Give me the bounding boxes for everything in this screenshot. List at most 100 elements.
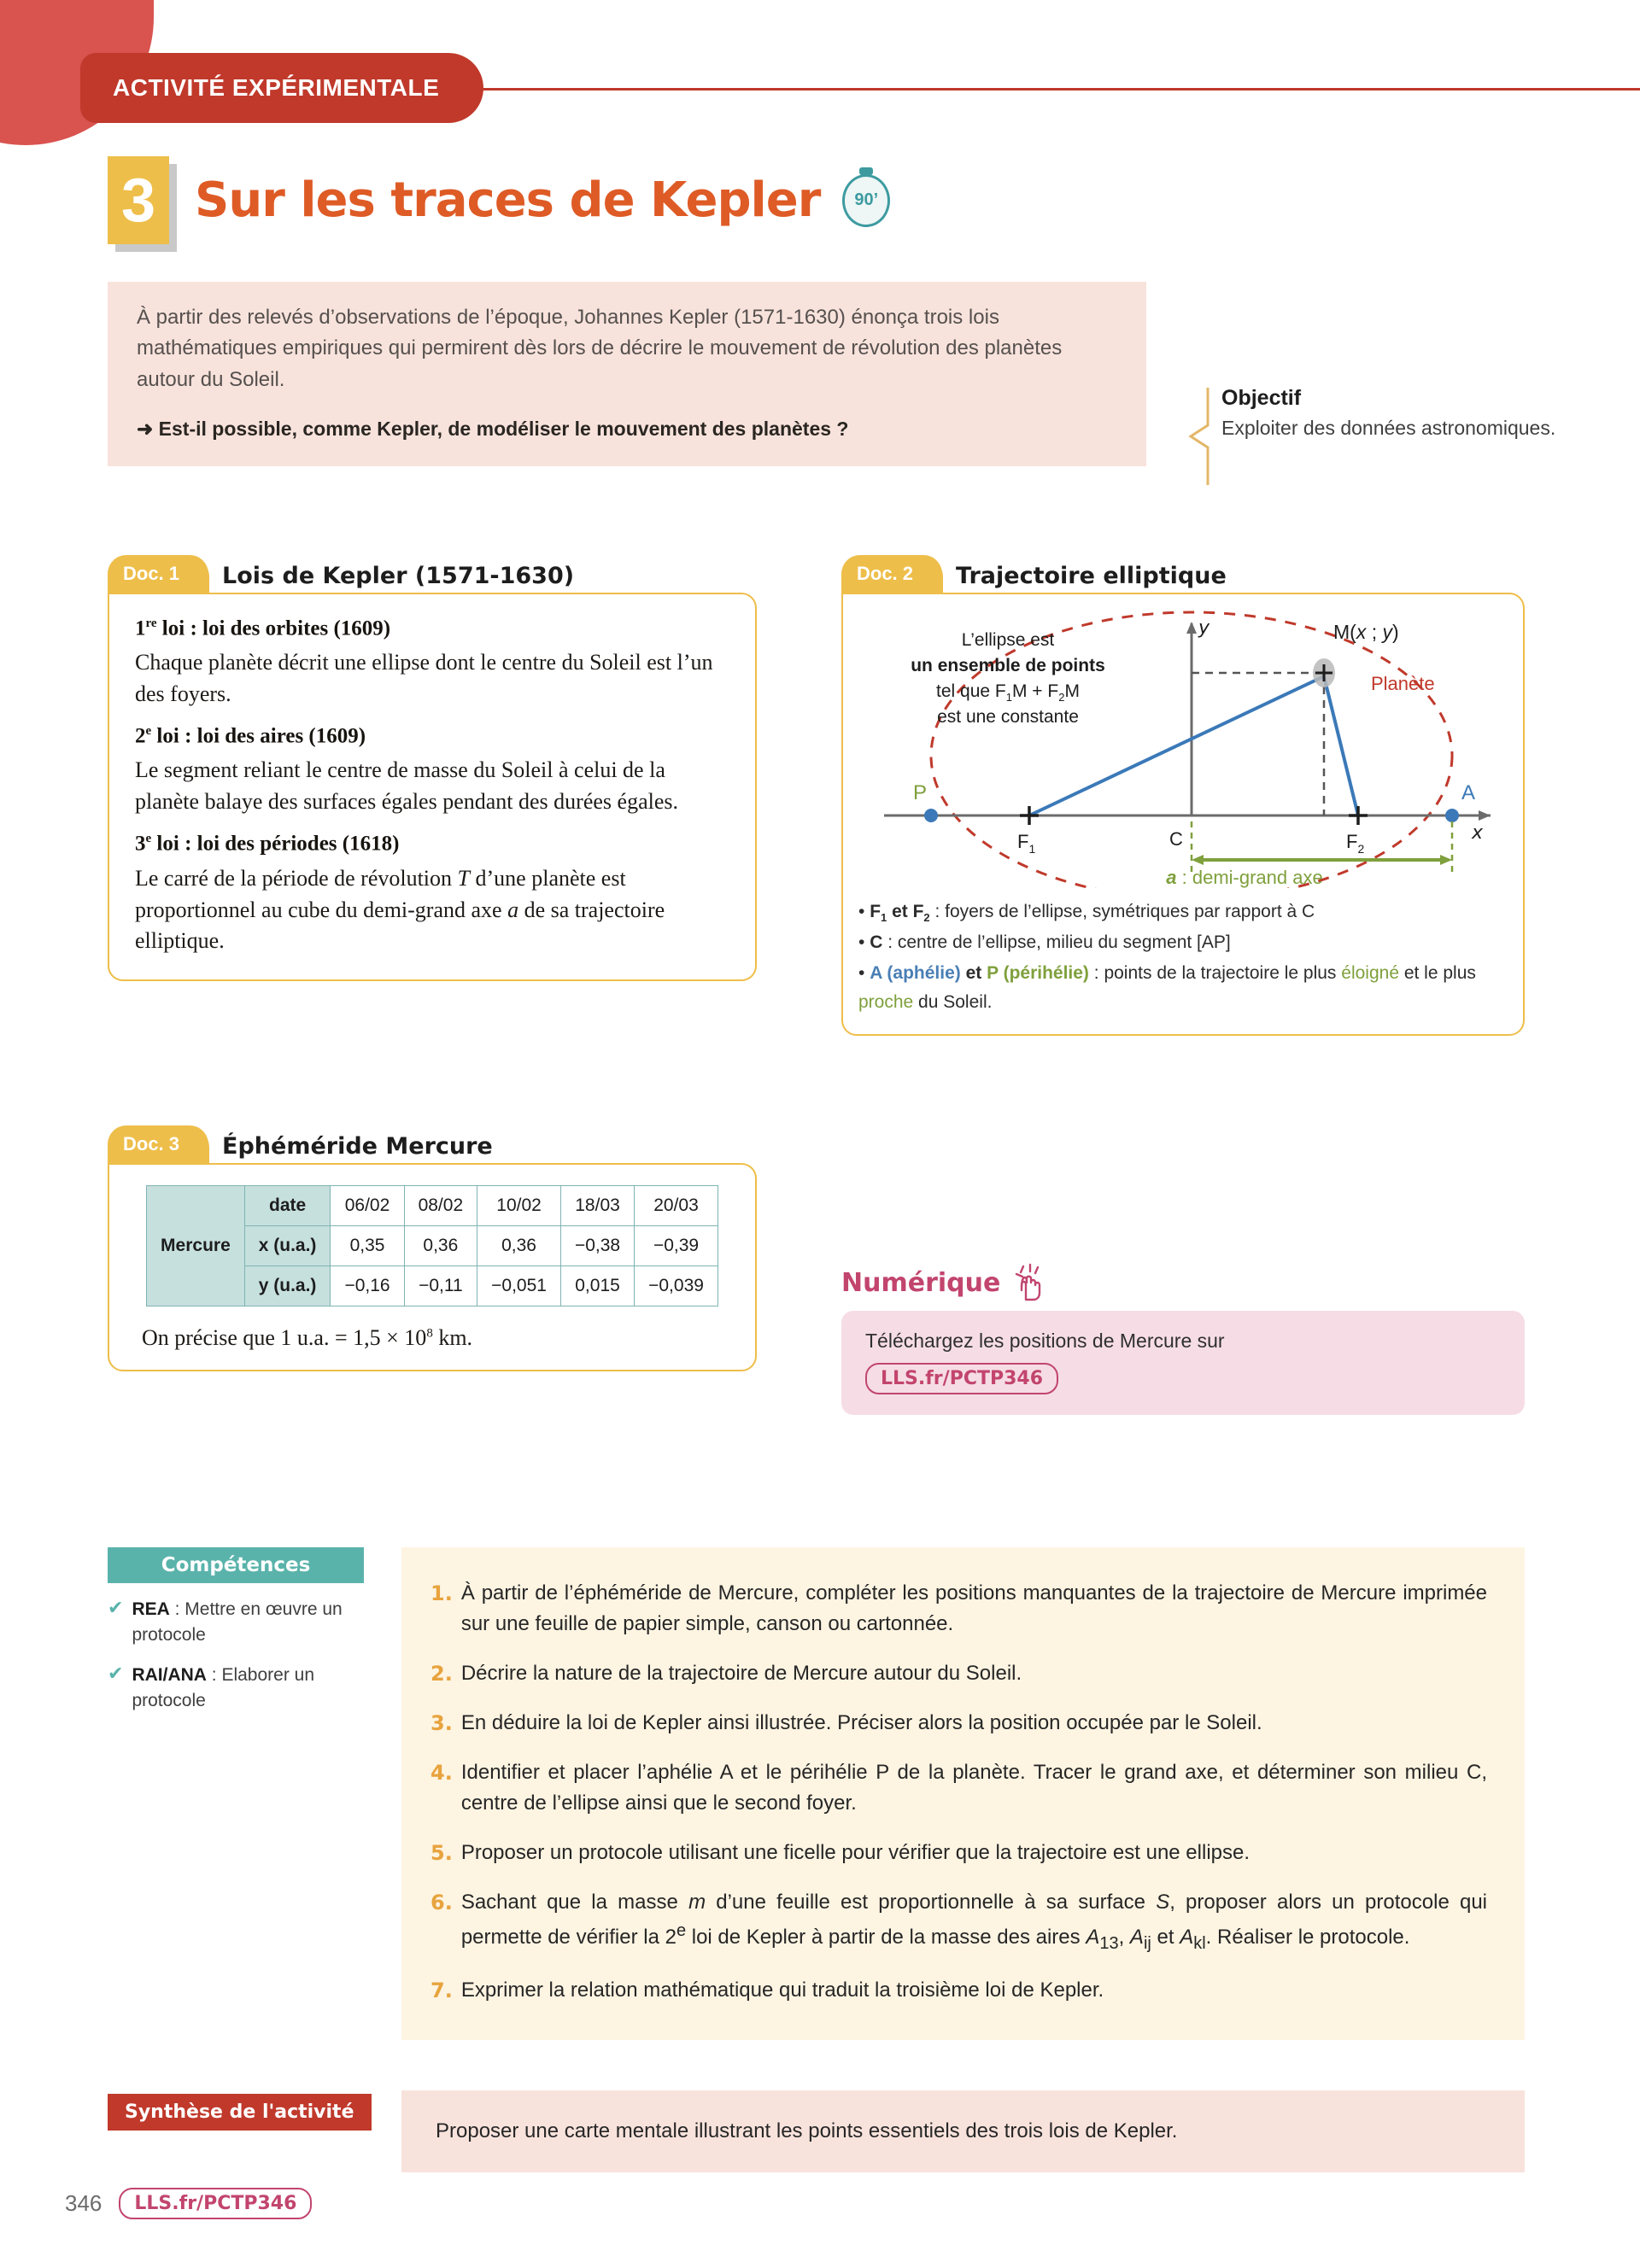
law1-text: Chaque planète décrit une ellipse dont l… [135, 650, 713, 707]
numerique-link[interactable]: LLS.fr/PCTP346 [865, 1363, 1059, 1394]
table-cell-y-3: 0,015 [559, 1266, 636, 1306]
numerique-text: Téléchargez les positions de Mercure sur [865, 1330, 1225, 1352]
click-hand-icon [1011, 1262, 1049, 1307]
table-cell-x-3: −0,38 [559, 1225, 636, 1266]
doc3-tab: Doc. 3 [108, 1125, 210, 1163]
ellipse-caption-line1: L’ellipse est [962, 630, 1055, 650]
duration-badge-icon: 90’ [842, 173, 891, 227]
table-row-date: Mercure date 06/02 08/02 10/02 18/03 20/… [146, 1185, 718, 1306]
objectif-title: Objectif [1221, 386, 1302, 410]
ellipse-caption-line4: est une constante [937, 707, 1079, 727]
doc3-title: Éphéméride Mercure [222, 1133, 493, 1160]
law2-heading: 2e loi : loi des aires (1609) [135, 724, 366, 748]
footer-link[interactable]: LLS.fr/PCTP346 [119, 2188, 313, 2219]
table-row-label: Mercure [146, 1185, 245, 1306]
synthese-box: Proposer une carte mentale illustrant le… [401, 2090, 1525, 2172]
doc2-bullet-1: • F1 et F2 : foyers de l’ellipse, symétr… [858, 902, 1315, 925]
check-icon: ✔ [108, 1597, 124, 1618]
intro-box: À partir des relevés d’observations de l… [108, 282, 1146, 467]
doc2-title: Trajectoire elliptique [956, 563, 1227, 589]
synthese-tab: Synthèse de l'activité [108, 2094, 372, 2131]
question-item: 5. Proposer un protocole utilisant une fi… [430, 1841, 1250, 1865]
law3-heading: 3e loi : loi des périodes (1618) [135, 832, 400, 856]
numerique-block: Numérique Téléchargez les positions de M… [841, 1262, 1525, 1415]
ellipse-diagram: y x M(x ; y) Planète P A C F1 F2 a : dem… [884, 611, 1491, 901]
duration-badge-label: 90’ [854, 190, 879, 209]
table-cell-date-1: 08/02 [403, 1185, 478, 1226]
doc3-header: Doc. 3 Éphéméride Mercure [108, 1125, 757, 1163]
law3-text: Le carré de la période de révolution T d… [135, 865, 665, 954]
table-cell-date-3: 18/03 [559, 1185, 636, 1226]
intro-paragraph: À partir des relevés d’observations de l… [137, 306, 1063, 391]
brace-icon [1188, 388, 1210, 485]
intro-question: ➜ Est-il possible, comme Kepler, de modé… [137, 418, 849, 441]
table-header-date: date [243, 1185, 331, 1226]
table-row-y: y (u.a.) −0,16 −0,11 −0,051 0,015 −0,039 [147, 1266, 718, 1306]
table-header-x: x (u.a.) [243, 1225, 331, 1266]
question-item: 7. Exprimer la relation mathématique qui … [430, 1978, 1104, 2002]
competence-raiana-text: RAI/ANA : Elaborer un protocole [132, 1664, 315, 1711]
table-cell-date-0: 06/02 [330, 1185, 405, 1226]
objectif-text: Exploiter des données astronomiques. [1221, 417, 1556, 439]
table-cell-y-2: −0,051 [477, 1266, 561, 1306]
ephemeride-table: Mercure date 06/02 08/02 10/02 18/03 20/… [146, 1185, 718, 1306]
numerique-title: Numérique [841, 1268, 1001, 1298]
ephemeride-note: On précise que 1 u.a. = 1,5 × 108 km. [142, 1325, 473, 1350]
axis-x-label: x [1471, 822, 1484, 844]
numerique-panel: Téléchargez les positions de Mercure sur… [841, 1311, 1525, 1415]
doc2-header: Doc. 2 Trajectoire elliptique [841, 555, 1525, 593]
table-cell-date-2: 10/02 [477, 1185, 561, 1226]
question-item: 6. Sachant que la masse m d’une feuille e… [430, 1887, 1487, 1956]
competences-title: Compétences [108, 1547, 364, 1583]
table-cell-date-4: 20/03 [634, 1185, 718, 1226]
table-cell-y-1: −0,11 [403, 1266, 478, 1306]
doc2-bullet-3: • A (aphélie) et P (périhélie) : points … [858, 963, 1476, 1013]
doc1-tab: Doc. 1 [108, 555, 210, 593]
table-cell-x-1: 0,36 [403, 1225, 478, 1266]
question-item: 4. Identifier et placer l’aphélie A et le… [430, 1761, 1487, 1815]
table-header-y: y (u.a.) [243, 1266, 331, 1306]
competences-block: Compétences ✔ REA : Mettre en œuvre un p… [108, 1547, 364, 1715]
doc1-body: 1re loi : loi des orbites (1609) Chaque … [108, 593, 757, 982]
page-number: 346 [65, 2190, 102, 2216]
activity-title-row: 3 Sur les traces de Kepler 90’ [108, 156, 891, 244]
objectif-block: Objectif Exploiter des données astronomi… [1186, 386, 1555, 487]
doc1-header: Doc. 1 Lois de Kepler (1571-1630) [108, 555, 757, 593]
point-f1-label: F1 [1017, 831, 1035, 856]
table-cell-y-0: −0,16 [330, 1266, 405, 1306]
doc2-tab: Doc. 2 [841, 555, 944, 593]
table-cell-x-0: 0,35 [330, 1225, 405, 1266]
doc-card-1: Doc. 1 Lois de Kepler (1571-1630) 1re lo… [108, 555, 757, 982]
law1-heading: 1re loi : loi des orbites (1609) [135, 617, 391, 640]
point-p-label: P [913, 781, 927, 804]
competence-item-raiana: ✔ RAI/ANA : Elaborer un protocole [108, 1663, 364, 1715]
law2-text: Le segment reliant le centre de masse du… [135, 757, 678, 815]
check-icon: ✔ [108, 1662, 124, 1684]
competence-rea-text: REA : Mettre en œuvre un protocole [132, 1599, 343, 1645]
question-item: 1. À partir de l’éphéméride de Mercure, c… [430, 1581, 1487, 1635]
point-m-label: M(x ; y) [1333, 621, 1399, 643]
table-row-x: x (u.a.) 0,35 0,36 0,36 −0,38 −0,39 [147, 1225, 718, 1266]
doc1-title: Lois de Kepler (1571-1630) [222, 563, 575, 589]
table-cell-x-2: 0,36 [477, 1225, 561, 1266]
ellipse-caption-line2: un ensemble de points [911, 656, 1105, 675]
page-footer: 346 LLS.fr/PCTP346 [65, 2188, 313, 2219]
activity-banner: ACTIVITÉ EXPÉRIMENTALE [80, 53, 484, 123]
semi-major-axis-label: a : demi-grand axe [1166, 867, 1322, 888]
axis-y-label: y [1198, 617, 1210, 639]
ellipse-caption-line3: tel que F1M + F2M [936, 681, 1080, 704]
doc3-body: Mercure date 06/02 08/02 10/02 18/03 20/… [108, 1163, 757, 1371]
point-c-label: C [1169, 828, 1183, 850]
doc-card-3: Doc. 3 Éphéméride Mercure Mercure date 0… [108, 1125, 757, 1371]
table-cell-y-4: −0,039 [634, 1266, 718, 1306]
question-item: 2. Décrire la nature de la trajectoire de… [430, 1662, 1022, 1686]
point-a-label: A [1461, 781, 1475, 804]
competence-item-rea: ✔ REA : Mettre en œuvre un protocole [108, 1597, 364, 1649]
questions-panel: 1. À partir de l’éphéméride de Mercure, c… [401, 1547, 1525, 2040]
table-cell-x-4: −0,39 [634, 1225, 718, 1266]
doc2-body: y x M(x ; y) Planète P A C F1 F2 a : dem… [841, 593, 1525, 1037]
question-6-text: Sachant que la masse m d’une feuille est… [460, 1891, 1488, 1953]
doc2-bullet-2: • C : centre de l’ellipse, milieu du seg… [858, 932, 1231, 953]
planete-label: Planète [1371, 673, 1435, 694]
doc-card-2: Doc. 2 Trajectoire elliptique [841, 555, 1525, 1037]
